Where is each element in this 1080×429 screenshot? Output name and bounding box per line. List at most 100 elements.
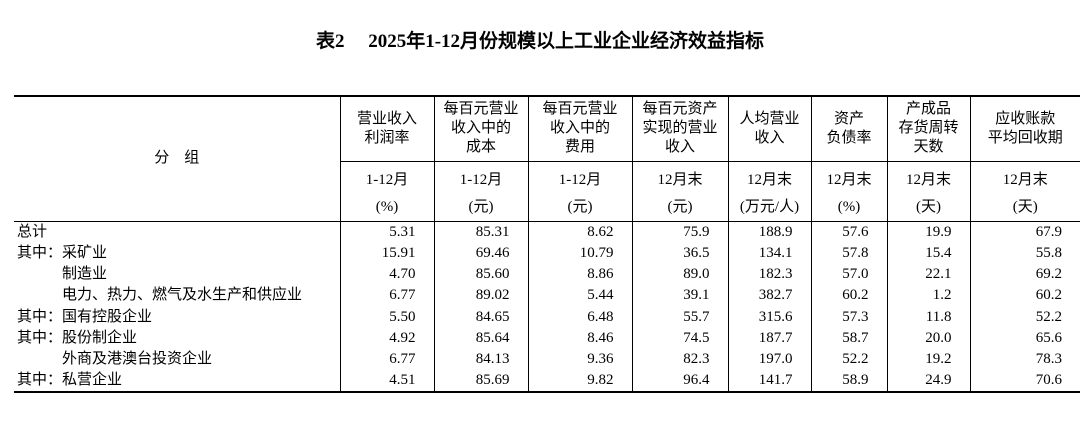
- value-cell: 85.69: [433, 370, 528, 393]
- value-cell: 22.1: [886, 263, 970, 286]
- value-cell: 60.2: [810, 285, 887, 307]
- value-cell: 382.7: [727, 285, 811, 307]
- column-period-4: 12月末 (元): [631, 161, 728, 222]
- value-cell: 89.0: [631, 263, 728, 286]
- value-cell: 55.8: [969, 242, 1080, 264]
- column-header-1: 营业收入 利润率: [339, 96, 434, 162]
- column-header-4: 每百元资产 实现的营业 收入: [631, 96, 728, 162]
- column-period-7: 12月末 (天): [886, 161, 970, 222]
- value-cell: 24.9: [886, 370, 970, 393]
- column-header-5: 人均营业 收入: [727, 96, 811, 162]
- value-cell: 1.2: [886, 285, 970, 307]
- value-cell: 5.31: [339, 221, 434, 243]
- value-cell: 55.7: [631, 306, 728, 328]
- value-cell: 315.6: [727, 306, 811, 328]
- value-cell: 6.77: [339, 348, 434, 371]
- period-label: 12月末: [746, 171, 792, 188]
- value-cell: 57.0: [810, 263, 887, 286]
- value-cell: 89.02: [433, 285, 528, 307]
- value-cell: 85.31: [433, 221, 528, 243]
- value-cell: 5.50: [339, 306, 434, 328]
- table-row: 外商及港澳台投资企业 6.77 84.13 9.36 82.3 197.0 52.2 19.2…: [14, 348, 1080, 371]
- value-cell: 75.9: [631, 221, 728, 243]
- value-cell: 85.64: [433, 327, 528, 349]
- period-label: 12月末: [826, 171, 872, 188]
- value-cell: 96.4: [631, 370, 728, 393]
- value-cell: 82.3: [631, 348, 728, 371]
- value-cell: 4.92: [339, 327, 434, 349]
- row-label: 其中：私营企业: [17, 372, 123, 389]
- value-cell: 57.3: [810, 306, 887, 328]
- value-cell: 84.65: [433, 306, 528, 328]
- value-cell: 10.79: [527, 242, 632, 264]
- table-header: 分 组 营业收入 利润率 每百元营业 收入中的 成本 每百元营业 收入中的 费用 每百…: [14, 96, 1080, 222]
- table-row: 电力、热力、燃气及水生产和供应业 6.77 89.02 5.44 39.1 382.7 60…: [14, 285, 1080, 307]
- value-cell: 8.86: [527, 263, 632, 286]
- value-cell: 57.8: [810, 242, 887, 264]
- value-cell: 84.13: [433, 348, 528, 371]
- row-label: 其中：股份制企业: [17, 329, 138, 346]
- value-cell: 4.70: [339, 263, 434, 286]
- value-cell: 52.2: [969, 306, 1080, 328]
- value-cell: 134.1: [727, 242, 811, 264]
- value-cell: 57.6: [810, 221, 887, 243]
- table-row: 其中：股份制企业 4.92 85.64 8.46 74.5 187.7 58.7 20.0 65…: [14, 327, 1080, 349]
- value-cell: 67.9: [969, 221, 1080, 243]
- value-cell: 188.9: [727, 221, 811, 243]
- column-header-8: 应收账款 平均回收期: [969, 96, 1080, 162]
- economic-indicators-table: 分 组 营业收入 利润率 每百元营业 收入中的 成本 每百元营业 收入中的 费用 每百…: [14, 95, 1080, 394]
- value-cell: 36.5: [631, 242, 728, 264]
- value-cell: 70.6: [969, 370, 1080, 393]
- value-cell: 85.60: [433, 263, 528, 286]
- row-label: 外商及港澳台投资企业: [17, 351, 213, 368]
- value-cell: 4.51: [339, 370, 434, 393]
- value-cell: 9.36: [527, 348, 632, 371]
- column-period-3: 1-12月 (元): [527, 161, 632, 222]
- value-cell: 182.3: [727, 263, 811, 286]
- unit-label: (%): [375, 198, 399, 215]
- value-cell: 6.48: [527, 306, 632, 328]
- column-header-2: 每百元营业 收入中的 成本: [433, 96, 528, 162]
- header-periods-row: 1-12月 (%) 1-12月 (元) 1-12月 (元) 12月末 (元) 12月末 (万元/人…: [14, 161, 1080, 222]
- period-label: 12月末: [905, 171, 951, 188]
- unit-label: (万元/人): [739, 198, 800, 215]
- column-period-5: 12月末 (万元/人): [727, 161, 811, 222]
- unit-label: (元): [567, 198, 593, 215]
- value-cell: 58.7: [810, 327, 887, 349]
- table-row: 总计 5.31 85.31 8.62 75.9 188.9 57.6 19.9 67.9: [14, 221, 1080, 243]
- group-column-header: 分 组: [14, 96, 340, 222]
- value-cell: 19.2: [886, 348, 970, 371]
- table-title: 表2 2025年1-12月份规模以上工业企业经济效益指标: [315, 31, 765, 52]
- value-cell: 187.7: [727, 327, 811, 349]
- table-row: 其中：国有控股企业 5.50 84.65 6.48 55.7 315.6 57.3 11.8 5…: [14, 306, 1080, 328]
- value-cell: 52.2: [810, 348, 887, 371]
- unit-label: (%): [837, 198, 861, 215]
- column-header-6: 资产 负债率: [810, 96, 887, 162]
- period-label: 1-12月: [558, 171, 602, 188]
- period-label: 12月末: [1002, 171, 1048, 188]
- value-cell: 8.62: [527, 221, 632, 243]
- unit-label: (天): [1012, 198, 1038, 215]
- value-cell: 15.4: [886, 242, 970, 264]
- value-cell: 65.6: [969, 327, 1080, 349]
- table-row: 其中：采矿业 15.91 69.46 10.79 36.5 134.1 57.8 15.4 55…: [14, 242, 1080, 264]
- column-period-2: 1-12月 (元): [433, 161, 528, 222]
- column-header-3: 每百元营业 收入中的 费用: [527, 96, 632, 162]
- table-row: 其中：私营企业 4.51 85.69 9.82 96.4 141.7 58.9 24.9 70.…: [14, 370, 1080, 393]
- header-titles-row: 分 组 营业收入 利润率 每百元营业 收入中的 成本 每百元营业 收入中的 费用 每百…: [14, 96, 1080, 222]
- unit-label: (元): [468, 198, 494, 215]
- value-cell: 60.2: [969, 285, 1080, 307]
- value-cell: 39.1: [631, 285, 728, 307]
- value-cell: 9.82: [527, 370, 632, 393]
- period-label: 1-12月: [459, 171, 503, 188]
- value-cell: 78.3: [969, 348, 1080, 371]
- value-cell: 6.77: [339, 285, 434, 307]
- value-cell: 11.8: [886, 306, 970, 328]
- column-period-1: 1-12月 (%): [339, 161, 434, 222]
- value-cell: 20.0: [886, 327, 970, 349]
- unit-label: (元): [667, 198, 693, 215]
- unit-label: (天): [916, 198, 941, 215]
- value-cell: 69.46: [433, 242, 528, 264]
- row-label: 制造业: [17, 265, 108, 282]
- value-cell: 8.46: [527, 327, 632, 349]
